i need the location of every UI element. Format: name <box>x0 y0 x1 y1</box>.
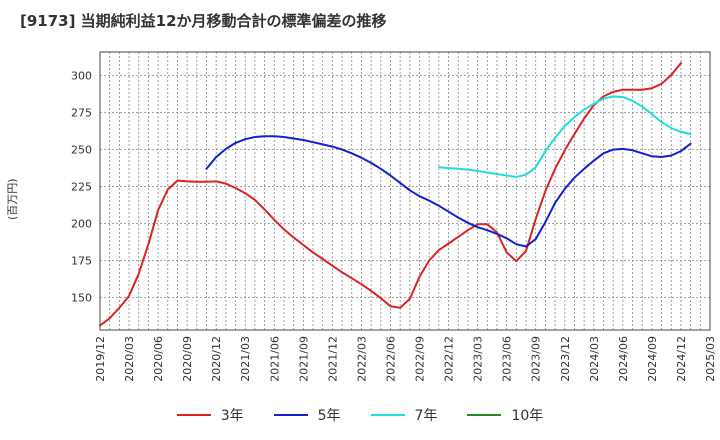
x-tick-label: 2021/03 <box>239 336 252 382</box>
x-tick-label: 2023/09 <box>530 336 543 382</box>
legend-item: 10年 <box>467 405 543 425</box>
chart-title: [9173] 当期純利益12か月移動合計の標準偏差の推移 <box>20 12 387 30</box>
y-tick-label: 275 <box>71 107 92 120</box>
series-line-3 <box>437 95 692 178</box>
y-tick-label: 225 <box>71 181 92 194</box>
plot-frame <box>99 51 711 331</box>
y-tick-label: 150 <box>71 291 92 304</box>
legend-swatch <box>467 414 502 416</box>
legend-swatch <box>176 414 211 416</box>
x-tick-label: 2021/12 <box>326 336 339 382</box>
x-tick-label: 2023/03 <box>472 336 485 382</box>
x-tick-label: 2022/09 <box>414 336 427 382</box>
x-tick-label: 2021/09 <box>297 336 310 382</box>
legend-item: 7年 <box>370 405 438 425</box>
x-tick-label: 2023/12 <box>559 336 572 382</box>
x-tick-label: 2021/06 <box>268 336 281 382</box>
x-tick-label: 2024/03 <box>588 336 601 382</box>
legend-item: 5年 <box>273 405 341 425</box>
x-tick-label: 2019/12 <box>94 336 107 382</box>
legend-label: 5年 <box>317 408 341 424</box>
y-tick-label: 250 <box>71 144 92 157</box>
x-tick-label: 2022/12 <box>443 336 456 382</box>
x-tick-label: 2020/12 <box>210 336 223 382</box>
legend-label: 10年 <box>511 408 544 424</box>
legend-label: 3年 <box>220 408 244 424</box>
y-tick-label: 175 <box>71 255 92 268</box>
x-tick-label: 2020/09 <box>181 336 194 382</box>
plot-area <box>100 52 710 330</box>
legend-swatch <box>370 414 405 416</box>
series-line-1 <box>99 62 682 327</box>
legend-item: 3年 <box>176 405 244 425</box>
legend-swatch <box>273 414 308 416</box>
series-line-2 <box>205 135 692 248</box>
x-tick-label: 2022/06 <box>384 336 397 382</box>
x-tick-label: 2024/12 <box>675 336 688 382</box>
x-tick-label: 2024/09 <box>646 336 659 382</box>
x-tick-label: 2023/06 <box>501 336 514 382</box>
x-tick-label: 2024/06 <box>617 336 630 382</box>
x-tick-label: 2025/03 <box>704 336 717 382</box>
legend-label: 7年 <box>414 408 438 424</box>
legend: 3年 5年 7年 10年 <box>0 405 720 425</box>
y-tick-label: 200 <box>71 218 92 231</box>
x-tick-label: 2020/03 <box>123 336 136 382</box>
x-tick-label: 2022/03 <box>355 336 368 382</box>
y-tick-label: 300 <box>71 70 92 83</box>
x-tick-label: 2020/06 <box>152 336 165 382</box>
